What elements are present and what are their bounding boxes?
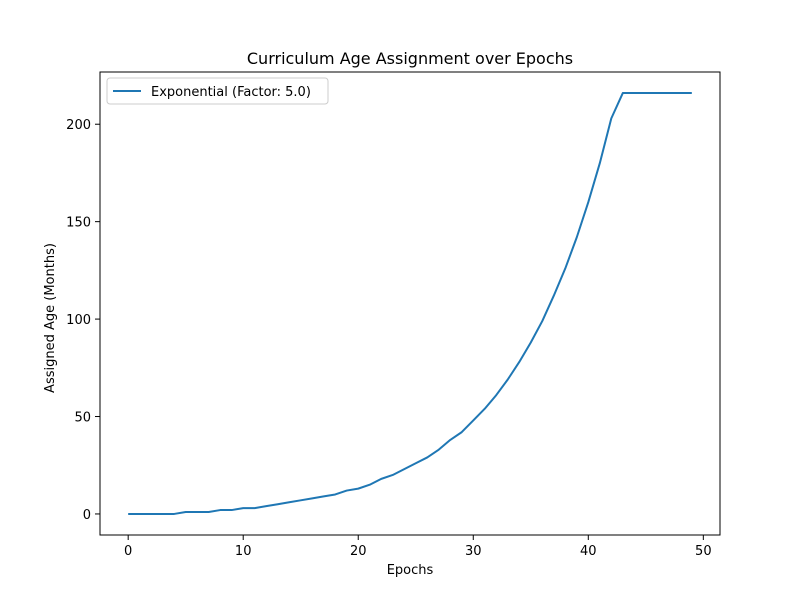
y-tick-label: 200	[66, 118, 91, 133]
x-tick-label: 50	[695, 544, 712, 559]
x-tick-label: 20	[350, 544, 367, 559]
legend: Exponential (Factor: 5.0)	[107, 78, 328, 104]
y-tick-label: 150	[66, 216, 91, 231]
x-tick-label: 30	[465, 544, 482, 559]
y-tick-label: 0	[83, 508, 91, 523]
x-tick-label: 40	[580, 544, 597, 559]
y-tick-label: 100	[66, 313, 91, 328]
x-axis-label: Epochs	[387, 563, 434, 578]
x-tick-label: 0	[124, 544, 132, 559]
chart-title: Curriculum Age Assignment over Epochs	[247, 49, 573, 68]
y-tick-label: 50	[74, 411, 91, 426]
legend-series-label: Exponential (Factor: 5.0)	[151, 85, 311, 100]
y-axis-label: Assigned Age (Months)	[43, 243, 58, 393]
x-tick-label: 10	[235, 544, 252, 559]
